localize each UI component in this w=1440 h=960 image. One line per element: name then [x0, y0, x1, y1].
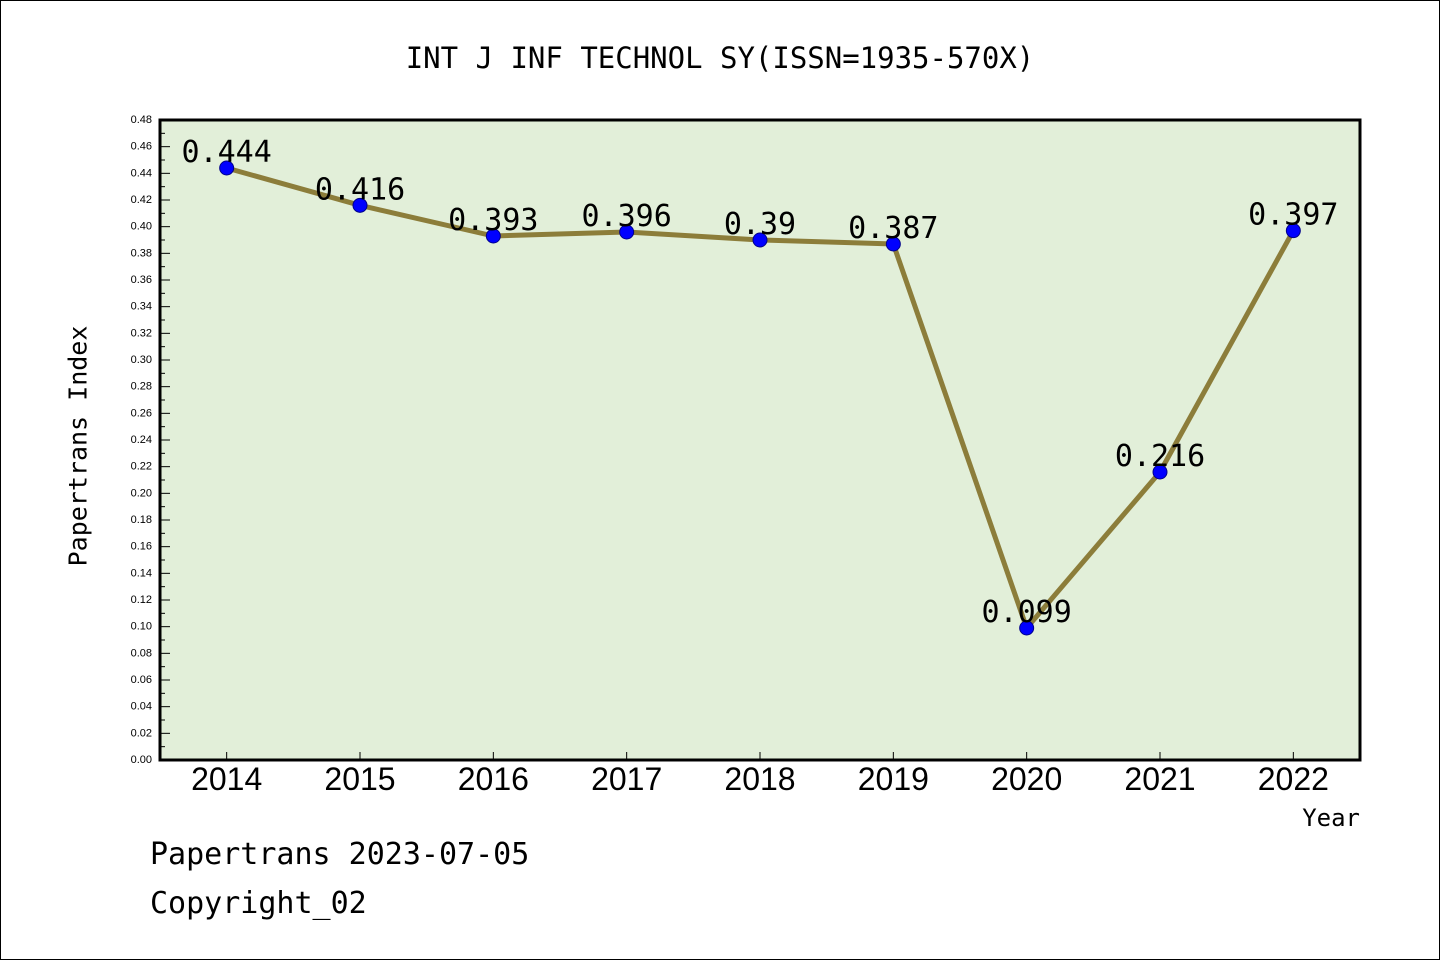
y-tick-label: 0.32	[131, 327, 152, 339]
data-labels: 0.444 0.416 0.393 0.396 0.39 0.387 0.099 0.216 0…	[182, 135, 1339, 630]
y-tick-label: 0.02	[131, 727, 152, 739]
x-tick-label: 2018	[724, 761, 795, 797]
x-tick-label: 2015	[324, 761, 395, 797]
data-label: 0.396	[582, 199, 672, 234]
data-label: 0.397	[1248, 198, 1338, 233]
y-tick-label: 0.38	[131, 247, 152, 259]
y-tick-label: 0.48	[131, 114, 152, 126]
y-tick-label: 0.34	[131, 301, 152, 313]
y-tick-label: 0.28	[131, 381, 152, 393]
y-tick-label: 0.42	[131, 194, 152, 206]
y-tick-label: 0.12	[131, 594, 152, 606]
data-point	[1285, 223, 1301, 239]
x-tick-label: 2019	[858, 761, 929, 797]
chart-title: INT J INF TECHNOL SY(ISSN=1935-570X)	[406, 41, 1035, 75]
y-tick-label: 0.40	[131, 221, 152, 233]
y-tick-label: 0.14	[131, 567, 152, 579]
y-tick-label: 0.30	[131, 354, 152, 366]
x-tick-label: 2017	[591, 761, 662, 797]
y-tick-labels: 0.00 0.02 0.04 0.06 0.08 0.10 0.12 0.14 0.16 0.18…	[131, 114, 152, 766]
data-label: 0.416	[315, 172, 405, 207]
y-tick-label: 0.22	[131, 461, 152, 473]
data-point	[1019, 620, 1035, 636]
x-axis-label: Year	[1302, 804, 1360, 832]
y-axis-label: Papertrans Index	[64, 326, 93, 567]
y-tick-label: 0.20	[131, 487, 152, 499]
y-tick-label: 0.00	[131, 754, 152, 766]
y-tick-label: 0.08	[131, 647, 152, 659]
data-label: 0.216	[1115, 439, 1205, 474]
x-tick-label: 2020	[991, 761, 1062, 797]
data-point	[752, 232, 768, 248]
y-tick-label: 0.26	[131, 407, 152, 419]
y-tick-label: 0.18	[131, 514, 152, 526]
footer-date: Papertrans 2023-07-05	[150, 837, 529, 872]
x-tick-labels: 2014 2015 2016 2017 2018 2019 2020 2021 2022	[191, 761, 1329, 797]
y-tick-label: 0.04	[131, 701, 152, 713]
x-tick-label: 2016	[458, 761, 529, 797]
data-point	[619, 224, 635, 240]
plot-area	[160, 120, 1360, 760]
data-label: 0.387	[848, 211, 938, 246]
x-tick-label: 2021	[1124, 761, 1195, 797]
data-point	[219, 160, 235, 176]
data-point	[1152, 464, 1168, 480]
data-label: 0.393	[448, 203, 538, 238]
y-tick-label: 0.24	[131, 434, 152, 446]
x-tick-label: 2022	[1258, 761, 1329, 797]
y-tick-label: 0.10	[131, 621, 152, 633]
data-point	[485, 228, 501, 244]
data-label: 0.444	[182, 135, 272, 170]
y-tick-label: 0.06	[131, 674, 152, 686]
data-points	[219, 160, 1301, 636]
plot-frame	[158, 118, 1362, 762]
y-tick-label: 0.36	[131, 274, 152, 286]
y-tick-label: 0.44	[131, 167, 152, 179]
data-label: 0.39	[724, 207, 796, 242]
x-tick-label: 2014	[191, 761, 262, 797]
data-point	[885, 236, 901, 252]
data-point	[352, 197, 368, 213]
footer-copyright: Copyright_02	[150, 886, 367, 921]
y-tick-label: 0.46	[131, 141, 152, 153]
y-tick-label: 0.16	[131, 541, 152, 553]
data-label: 0.099	[982, 595, 1072, 630]
